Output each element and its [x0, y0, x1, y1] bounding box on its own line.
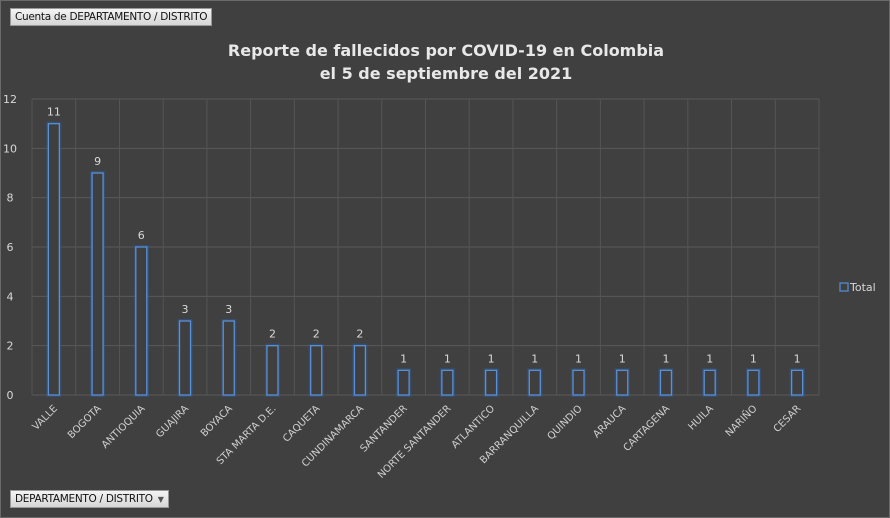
- bar-atlantico[interactable]: [484, 369, 498, 396]
- x-category-label: NORTE SANTANDER: [376, 403, 454, 481]
- values-field-label: Cuenta de DEPARTAMENTO / DISTRITO: [15, 11, 208, 23]
- x-category-label: ANTIOQUIA: [100, 403, 148, 451]
- bar-huila[interactable]: [703, 369, 716, 396]
- data-label: 1: [531, 352, 538, 365]
- bar-quindio[interactable]: [572, 369, 585, 396]
- legend-label: Total: [849, 281, 876, 294]
- x-category-label: ARAUCA: [591, 403, 628, 440]
- data-label: 1: [444, 352, 451, 365]
- x-category-label: CARTAGENA: [622, 403, 673, 454]
- y-tick-label: 4: [7, 290, 14, 303]
- data-label: 1: [706, 352, 713, 365]
- data-label: 9: [94, 155, 101, 168]
- bar-cesar[interactable]: [790, 369, 804, 396]
- data-label: 2: [269, 328, 276, 341]
- chart-title-line-2: el 5 de septiembre del 2021: [320, 64, 573, 83]
- y-tick-label: 12: [3, 93, 17, 106]
- y-tick-label: 10: [3, 142, 17, 155]
- bar-guajira[interactable]: [178, 320, 192, 396]
- data-label: 1: [488, 352, 495, 365]
- bar-bogota[interactable]: [91, 172, 104, 396]
- bar-cartagena[interactable]: [659, 369, 673, 396]
- axis-field-button[interactable]: DEPARTAMENTO / DISTRITO ▼: [10, 490, 169, 508]
- x-category-label: NARIÑO: [722, 402, 759, 439]
- x-category-label: CESAR: [772, 403, 804, 435]
- x-category-label: HUILA: [687, 403, 716, 432]
- bar-barranquilla[interactable]: [528, 369, 541, 396]
- x-category-label: ATLANTICO: [450, 403, 498, 451]
- bar-santander[interactable]: [397, 369, 410, 396]
- y-tick-label: 0: [7, 389, 14, 402]
- bar-antioquia[interactable]: [135, 246, 148, 396]
- data-label: 1: [750, 352, 757, 365]
- data-label: 1: [794, 352, 801, 365]
- x-category-label: CAQUETA: [281, 403, 322, 444]
- data-label: 1: [400, 352, 407, 365]
- data-label: 3: [182, 303, 189, 316]
- data-label: 1: [575, 352, 582, 365]
- data-label: 2: [356, 328, 363, 341]
- data-label: 1: [662, 352, 669, 365]
- y-tick-label: 6: [7, 241, 14, 254]
- bar-boyaca[interactable]: [222, 320, 235, 396]
- x-category-label: VALLE: [31, 403, 60, 432]
- x-category-label: BOYACA: [199, 403, 235, 439]
- bar-sta-marta-d-e-[interactable]: [266, 345, 279, 396]
- x-category-label: QUINDIO: [546, 403, 585, 442]
- legend-swatch: [839, 282, 849, 292]
- bar-caqueta[interactable]: [310, 345, 323, 396]
- chart-title-line-1: Reporte de fallecidos por COVID-19 en Co…: [228, 41, 664, 60]
- bar-valle[interactable]: [47, 123, 61, 396]
- x-category-label: GUAJIRA: [154, 403, 191, 440]
- data-label: 3: [225, 303, 232, 316]
- data-label: 2: [313, 328, 320, 341]
- values-field-button[interactable]: Cuenta de DEPARTAMENTO / DISTRITO: [10, 8, 213, 26]
- data-label: 6: [138, 229, 145, 242]
- x-category-label: BOGOTA: [66, 403, 104, 441]
- bar-nariño[interactable]: [747, 369, 760, 396]
- y-tick-label: 8: [7, 192, 14, 205]
- data-label: 1: [619, 352, 626, 365]
- bar-norte-santander[interactable]: [441, 369, 454, 396]
- data-label: 11: [47, 106, 61, 119]
- axis-field-label: DEPARTAMENTO / DISTRITO: [15, 493, 153, 505]
- dropdown-arrow-icon[interactable]: ▼: [157, 495, 164, 504]
- y-tick-label: 2: [7, 340, 14, 353]
- bar-cundinamarca[interactable]: [353, 345, 367, 396]
- bar-arauca[interactable]: [616, 369, 629, 396]
- legend: Total: [839, 281, 876, 294]
